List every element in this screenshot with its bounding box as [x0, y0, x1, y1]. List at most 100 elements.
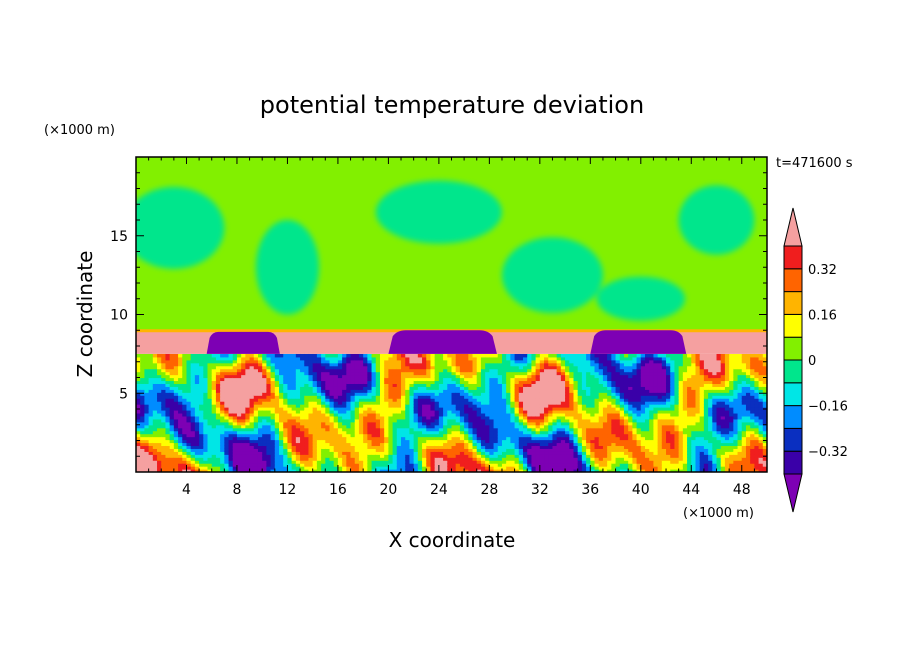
field-cell: [358, 451, 364, 455]
field-cell: [451, 415, 457, 420]
field-cell: [480, 407, 486, 411]
field-cell: [321, 377, 326, 382]
field-cell: [430, 374, 436, 379]
field-cell: [354, 398, 360, 402]
field-cell: [417, 469, 423, 472]
field-cell: [140, 365, 146, 370]
field-cell: [506, 371, 511, 376]
field-cell: [413, 386, 419, 390]
field-cell: [527, 466, 533, 470]
field-cell: [329, 380, 335, 384]
field-cell: [274, 386, 280, 390]
field-cell: [649, 389, 655, 393]
field-cell: [615, 466, 621, 470]
field-cell: [140, 451, 146, 455]
field-cell: [136, 463, 141, 467]
field-cell: [249, 377, 255, 382]
field-cell: [464, 445, 469, 449]
field-cell: [645, 392, 650, 396]
field-cell: [523, 424, 528, 429]
field-cell: [194, 374, 200, 379]
field-cell: [581, 457, 587, 461]
field-cell: [640, 389, 646, 393]
field-cell: [623, 365, 629, 370]
field-cell: [451, 418, 457, 423]
field-cell: [497, 448, 503, 452]
field-cell: [569, 368, 575, 373]
field-cell: [379, 460, 385, 464]
field-cell: [224, 368, 230, 373]
field-cell: [241, 401, 246, 405]
field-cell: [220, 368, 225, 373]
field-cell: [506, 412, 511, 417]
field-cell: [236, 430, 242, 435]
field-cell: [287, 445, 293, 449]
field-cell: [300, 404, 305, 408]
field-cell: [581, 386, 587, 390]
field-cell: [173, 356, 179, 361]
field-cell: [459, 439, 465, 444]
field-cell: [215, 436, 221, 441]
field-cell: [447, 433, 453, 438]
field-cell: [224, 466, 230, 470]
field-cell: [476, 380, 482, 384]
field-cell: [236, 392, 242, 396]
field-cell: [438, 454, 444, 458]
field-cell: [274, 457, 280, 461]
field-cell: [514, 421, 520, 426]
field-cell: [493, 359, 499, 364]
field-cell: [228, 359, 234, 364]
field-cell: [581, 353, 587, 358]
field-cell: [577, 383, 583, 387]
field-cell: [136, 418, 141, 423]
field-cell: [182, 371, 188, 376]
field-cell: [148, 415, 154, 420]
field-cell: [178, 371, 183, 376]
field-cell: [464, 365, 469, 370]
field-cell: [535, 371, 541, 376]
field-cell: [262, 466, 268, 470]
field-cell: [304, 395, 310, 399]
field-cell: [329, 392, 335, 396]
field-cell: [464, 412, 469, 417]
field-cell: [451, 445, 457, 449]
field-cell: [232, 415, 238, 420]
field-cell: [169, 454, 175, 458]
field-cell: [245, 463, 251, 467]
field-cell: [447, 401, 453, 405]
field-cell: [569, 427, 575, 432]
field-cell: [493, 457, 499, 461]
field-cell: [169, 418, 175, 423]
field-cell: [506, 436, 511, 441]
field-cell: [388, 418, 394, 423]
field-cell: [178, 421, 183, 426]
field-cell: [165, 374, 171, 379]
field-cell: [464, 454, 469, 458]
field-cell: [623, 368, 629, 373]
field-cell: [148, 463, 154, 467]
field-cell: [257, 383, 263, 387]
field-cell: [186, 460, 192, 464]
field-cell: [653, 421, 659, 426]
field-cell: [573, 460, 579, 464]
field-cell: [443, 415, 448, 420]
field-cell: [199, 469, 204, 472]
field-cell: [476, 457, 482, 461]
field-cell: [459, 395, 465, 399]
field-cell: [451, 371, 457, 376]
field-cell: [257, 368, 263, 373]
field-cell: [354, 448, 360, 452]
field-cell: [472, 427, 478, 432]
field-cell: [506, 451, 511, 455]
field-cell: [333, 421, 339, 426]
field-cell: [396, 424, 402, 429]
field-cell: [619, 392, 625, 396]
field-cell: [544, 445, 549, 449]
field-cell: [451, 365, 457, 370]
field-cell: [506, 454, 511, 458]
field-cell: [586, 368, 591, 373]
field-cell: [401, 398, 406, 402]
field-cell: [211, 451, 217, 455]
field-cell: [611, 448, 617, 452]
field-cell: [211, 457, 217, 461]
